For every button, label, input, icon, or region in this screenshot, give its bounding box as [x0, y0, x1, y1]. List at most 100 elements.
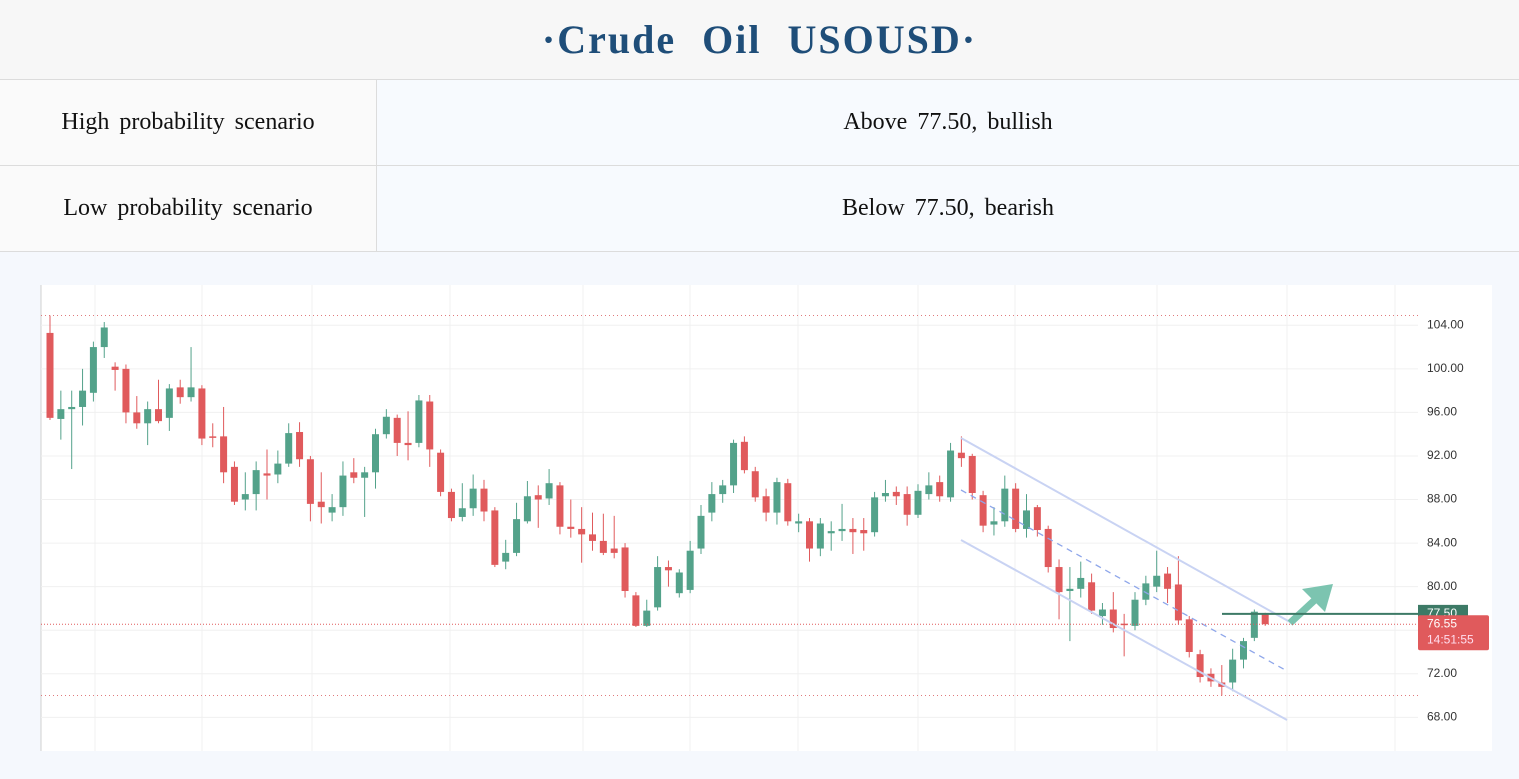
candle-body [1023, 510, 1030, 529]
candle-body [795, 521, 803, 524]
candle-body [502, 552, 510, 562]
candle-body [567, 526, 575, 529]
countdown-label: 14:51:55 [1427, 632, 1474, 646]
candle-body [458, 508, 466, 517]
candle-body [230, 466, 238, 502]
y-tick-label: 92.00 [1427, 448, 1457, 462]
candle-body [860, 530, 868, 534]
candle-body [881, 492, 889, 497]
candle-body [708, 494, 716, 513]
candle-body [599, 540, 607, 553]
candle-body [719, 485, 727, 495]
candle-body [740, 441, 748, 471]
candle-body [903, 494, 911, 515]
candle-body [556, 485, 564, 527]
candle-body [675, 572, 683, 594]
candle-body [1164, 573, 1172, 589]
candle-body [1012, 488, 1020, 529]
candle-body [111, 366, 119, 370]
candle-body [1077, 577, 1085, 589]
candle-body [317, 501, 325, 508]
candle-body [198, 388, 206, 439]
candle-body [523, 496, 531, 522]
candle-body [892, 491, 900, 497]
y-tick-label: 80.00 [1427, 579, 1457, 593]
candle-body [328, 507, 336, 513]
candle-body [751, 471, 759, 498]
candle-body [513, 519, 521, 553]
channel-mid [960, 489, 1288, 672]
channel [960, 437, 1291, 721]
candle-body [654, 567, 662, 608]
candle-body [871, 497, 879, 533]
candle-body [947, 450, 955, 498]
candle-body [621, 547, 629, 592]
candle-body [447, 491, 455, 519]
candle-body [990, 521, 998, 525]
table-row: High probability scenario Above 77.50, bu… [0, 80, 1519, 166]
candle-body [1240, 641, 1247, 660]
y-tick-label: 96.00 [1427, 405, 1457, 419]
candle-body [339, 475, 347, 508]
candle-body [686, 550, 694, 590]
candle-body [1142, 583, 1150, 600]
y-tick-label: 104.00 [1427, 317, 1464, 331]
candle-body [632, 595, 640, 626]
candle-body [372, 434, 379, 473]
candle-body [1044, 528, 1052, 568]
candle-body [773, 482, 781, 513]
candle-body [1033, 507, 1041, 531]
table-cell: High probability scenario [0, 80, 377, 166]
candle-body [480, 488, 488, 512]
channel-upper [960, 437, 1291, 623]
candle-body [274, 463, 282, 475]
candle-body [762, 496, 770, 513]
candle-body [306, 459, 314, 504]
candle-body [730, 442, 738, 486]
candle-body [1153, 575, 1161, 587]
candle-body [100, 327, 108, 348]
table-row: Low probability scenario Below 77.50, bea… [0, 165, 1519, 252]
price-tag-label: 76.55 [1427, 616, 1457, 630]
arrow [1287, 584, 1333, 626]
candle-body [404, 442, 412, 446]
candle-body [838, 528, 846, 532]
candle-body [578, 528, 586, 535]
candle-body [534, 495, 542, 500]
price-tag [1418, 615, 1489, 651]
candle-body [1174, 584, 1182, 621]
candle-body [437, 452, 445, 492]
candle-body [165, 388, 173, 418]
candle-body [155, 409, 162, 422]
candle-body [610, 548, 618, 553]
candle-body [46, 332, 54, 418]
candle-body [350, 472, 358, 478]
candle-body [382, 416, 390, 435]
candle-body [936, 482, 944, 497]
channel-lower [960, 539, 1288, 721]
candle-body [968, 455, 976, 493]
candle-body [1109, 609, 1117, 629]
candle-body [361, 472, 369, 478]
candle-body [176, 387, 184, 398]
candle-body [296, 432, 304, 460]
candle-body [784, 483, 792, 522]
candle-body [1131, 599, 1139, 626]
y-tick-label: 100.00 [1427, 361, 1464, 375]
y-tick-label: 68.00 [1427, 710, 1457, 724]
candle-body [133, 412, 141, 424]
candle-body [957, 452, 965, 459]
candle-body [263, 473, 271, 476]
candle-body [925, 485, 933, 495]
candle-body [1098, 609, 1106, 617]
candle-body [1229, 659, 1237, 683]
candle-body [57, 409, 65, 419]
arrow-shaft [1287, 594, 1321, 626]
candle-body [643, 610, 651, 626]
candle-body [1066, 588, 1074, 592]
candle-body [545, 483, 553, 499]
candle-body [68, 406, 76, 410]
arrow-head [1302, 584, 1333, 612]
candle-body [1250, 611, 1258, 638]
